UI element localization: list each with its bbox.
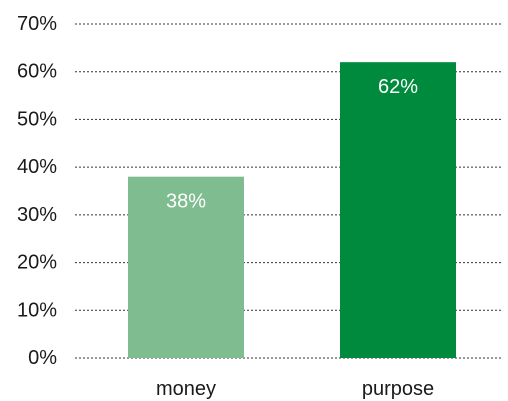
y-tick-label: 10% bbox=[17, 299, 57, 321]
bar-money bbox=[128, 176, 244, 358]
data-label-money: 38% bbox=[166, 191, 206, 213]
y-tick-label: 20% bbox=[17, 252, 57, 274]
gridlines bbox=[75, 23, 502, 359]
data-labels: 38% 62% bbox=[166, 76, 418, 213]
x-axis-category-labels: money purpose bbox=[156, 378, 434, 400]
category-label-money: money bbox=[156, 378, 216, 400]
y-tick-label: 30% bbox=[17, 204, 57, 226]
data-label-purpose: 62% bbox=[378, 76, 418, 98]
y-tick-label: 40% bbox=[17, 156, 57, 178]
y-axis-tick-labels: 0% 10% 20% 30% 40% 50% 60% 70% bbox=[17, 13, 57, 369]
category-label-purpose: purpose bbox=[362, 378, 434, 400]
y-tick-label: 60% bbox=[17, 61, 57, 83]
bars bbox=[128, 62, 456, 359]
bar-purpose bbox=[340, 62, 456, 359]
y-tick-label: 50% bbox=[17, 108, 57, 130]
y-tick-label: 70% bbox=[17, 13, 57, 35]
y-tick-label: 0% bbox=[28, 347, 57, 369]
